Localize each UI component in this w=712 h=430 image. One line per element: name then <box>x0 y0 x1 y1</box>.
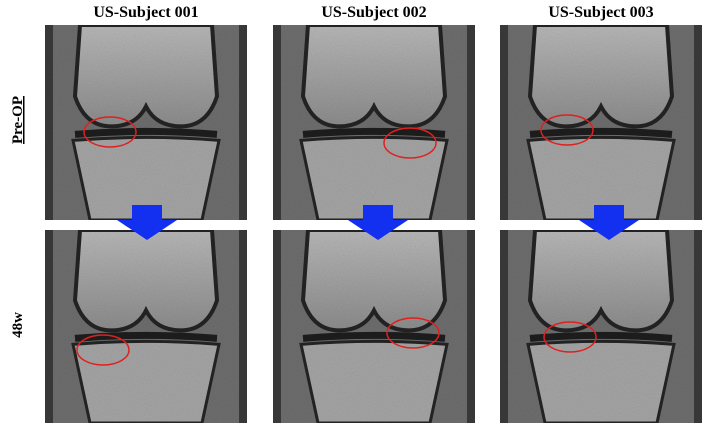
mri-image <box>273 228 475 425</box>
cartilage <box>302 127 446 138</box>
femur <box>300 23 448 129</box>
femur <box>72 228 220 333</box>
tibia <box>526 135 676 222</box>
tibia <box>526 339 676 425</box>
tibia <box>71 339 221 425</box>
arrow <box>117 205 177 240</box>
lesion-marker <box>383 127 437 159</box>
lesion-marker <box>543 321 597 353</box>
arrow <box>579 205 639 240</box>
mri-image <box>500 228 702 425</box>
femur <box>527 23 675 129</box>
lesion-marker <box>540 114 594 146</box>
column-header: US-Subject 002 <box>321 4 426 21</box>
row-label: 48w <box>10 312 26 338</box>
cartilage <box>302 331 446 342</box>
femur <box>527 228 675 333</box>
column-header: US-Subject 003 <box>548 4 653 21</box>
mri-image <box>273 23 475 222</box>
cartilage <box>74 127 218 138</box>
mri-image <box>45 228 247 425</box>
mri-image <box>45 23 247 222</box>
cartilage <box>529 127 673 138</box>
tibia <box>299 339 449 425</box>
lesion-marker <box>83 116 137 148</box>
column-header: US-Subject 001 <box>93 4 198 21</box>
cartilage <box>529 331 673 342</box>
femur <box>72 23 220 129</box>
mri-image <box>500 23 702 222</box>
lesion-marker <box>76 334 130 366</box>
lesion-marker <box>386 317 440 349</box>
tibia <box>71 135 221 222</box>
row-label: Pre-OP <box>10 96 26 144</box>
arrow <box>348 205 408 240</box>
femur <box>300 228 448 333</box>
